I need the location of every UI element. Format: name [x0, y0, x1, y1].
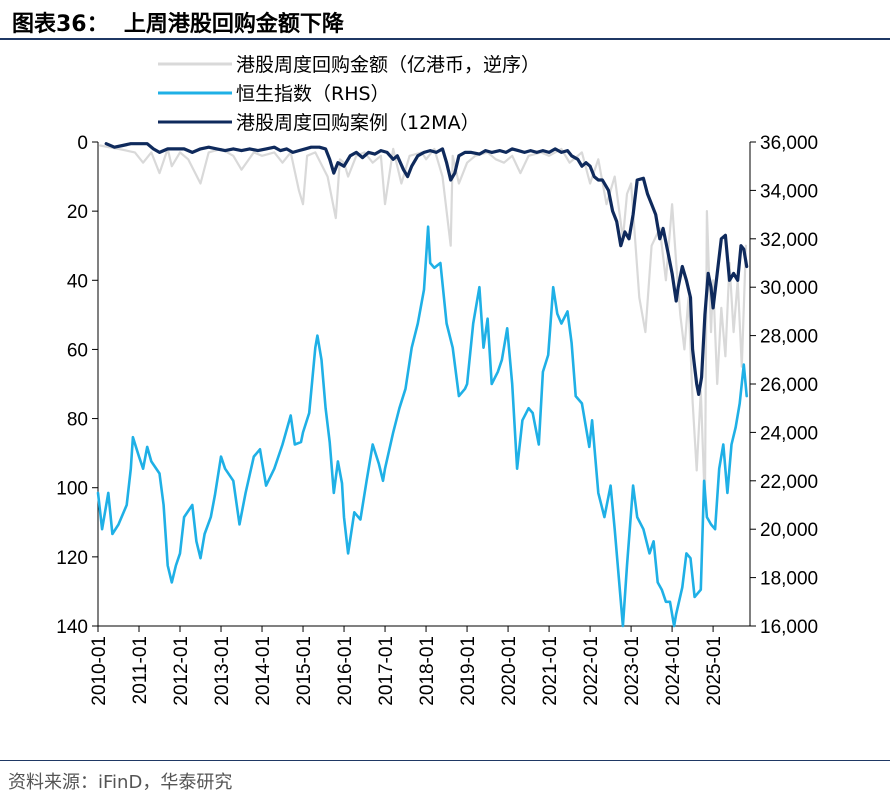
- figure-title: 图表36： 上周港股回购金额下降: [12, 12, 344, 37]
- right-tick-label: 26,000: [760, 375, 818, 396]
- x-tick-label: 2025-01: [704, 636, 725, 706]
- figure-header: 图表36： 上周港股回购金额下降: [0, 0, 890, 40]
- legend-label-hsi: 恒生指数（RHS）: [236, 83, 390, 105]
- right-tick-label: 32,000: [760, 230, 818, 251]
- x-tick-label: 2012-01: [171, 636, 192, 706]
- footer-divider: [0, 760, 890, 761]
- right-tick-label: 20,000: [760, 520, 818, 541]
- source-note: 资料来源：iFinD，华泰研究: [8, 772, 233, 793]
- right-tick-label: 34,000: [760, 181, 818, 202]
- x-tick-label: 2013-01: [212, 636, 233, 706]
- left-tick-label: 120: [56, 548, 88, 569]
- right-tick-label: 18,000: [760, 569, 818, 590]
- x-tick-label: 2015-01: [294, 636, 315, 706]
- x-tick-label: 2011-01: [130, 636, 151, 704]
- left-tick-label: 140: [56, 617, 88, 638]
- legend: 港股周度回购金额（亿港币，逆序） 恒生指数（RHS） 港股周度回购案例（12MA）: [158, 54, 540, 134]
- left-tick-label: 20: [67, 202, 88, 223]
- x-tick-label: 2020-01: [499, 636, 520, 706]
- legend-label-ma12: 港股周度回购案例（12MA）: [236, 112, 480, 134]
- left-tick-label: 40: [67, 271, 88, 292]
- x-tick-label: 2024-01: [663, 636, 684, 706]
- x-tick-label: 2021-01: [540, 636, 561, 706]
- left-tick-label: 0: [77, 133, 88, 154]
- left-tick-label: 80: [67, 410, 88, 431]
- x-tick-label: 2014-01: [253, 636, 274, 706]
- left-tick-label: 60: [67, 340, 88, 361]
- right-tick-label: 28,000: [760, 327, 818, 348]
- right-tick-label: 30,000: [760, 278, 818, 299]
- right-tick-label: 16,000: [760, 617, 818, 638]
- x-tick-label: 2018-01: [417, 636, 438, 706]
- right-tick-label: 24,000: [760, 423, 818, 444]
- x-tick-label: 2016-01: [335, 636, 356, 706]
- x-tick-label: 2023-01: [622, 636, 643, 706]
- chart-canvas: 港股周度回购金额（亿港币，逆序）恒生指数（RHS）港股周度回购案例（12MA） …: [56, 54, 818, 706]
- series-line-ma12: [104, 142, 749, 396]
- x-tick-label: 2022-01: [581, 636, 602, 706]
- plot-area: [96, 142, 749, 628]
- axes: 0 20 40 60 80 100 120 140 16,000 18,000 20,000 22,0…: [56, 133, 818, 706]
- x-tick-label: 2019-01: [458, 636, 479, 706]
- x-tick-label: 2017-01: [376, 636, 397, 706]
- x-tick-label: 2010-01: [89, 636, 110, 706]
- title-divider: [0, 38, 890, 40]
- right-tick-label: 36,000: [760, 133, 818, 154]
- legend-label-weekly: 港股周度回购金额（亿港币，逆序）: [236, 54, 540, 76]
- right-tick-label: 22,000: [760, 472, 818, 493]
- series-line-weekly: [99, 144, 747, 507]
- left-tick-label: 100: [56, 479, 88, 500]
- series-line-hsi: [96, 225, 748, 628]
